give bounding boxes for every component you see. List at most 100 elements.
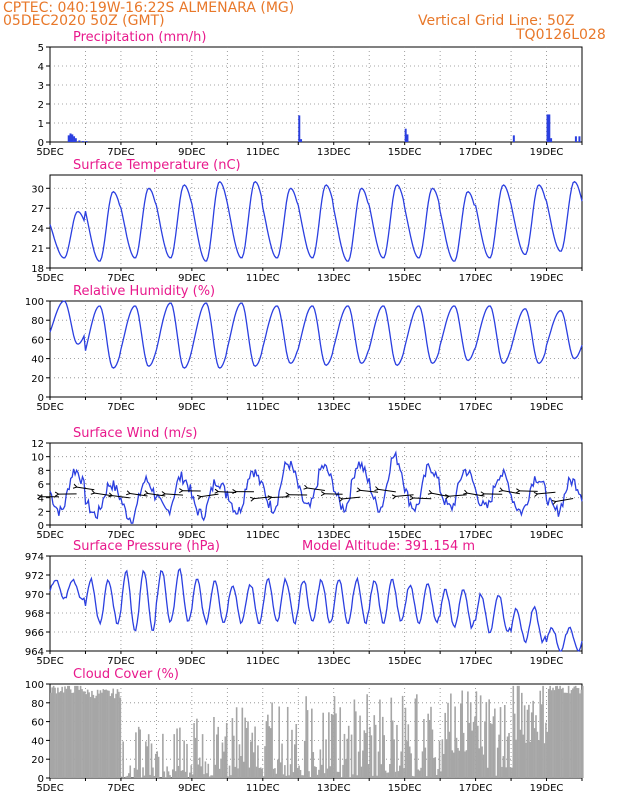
cloud-bar [245,727,248,778]
y-tick-label: 2 [38,507,44,518]
cloud-bar [179,727,181,778]
y-tick-label: 24 [31,224,44,235]
x-tick-label: 19DEC [530,783,564,794]
precip-bar [298,115,301,142]
cloud-bar [474,716,476,778]
cloud-bar [81,689,83,778]
y-tick-label: 10 [31,453,44,464]
cloud-bar [390,697,393,778]
cloud-bar [582,685,584,778]
y-tick-label: 972 [25,571,44,582]
cloud-bar [492,716,495,778]
y-tick-label: 80 [31,699,44,710]
cloud-bar [98,693,100,778]
cloud-bar [442,754,445,778]
precip-bar [78,140,81,142]
cloud-bar [122,741,124,778]
cloud-bar [210,775,212,778]
cloud-bar [197,764,200,778]
cloud-bar [224,736,227,778]
cloud-bar [146,746,149,778]
wind-arrow-head [161,491,167,497]
wind-arrow-head [303,484,309,490]
x-tick-label: 11DEC [246,656,280,667]
wind-arrow [253,496,272,500]
cloud-bar [552,687,554,778]
chart-title: Cloud Cover (%) [73,667,179,682]
y-tick-label: 0 [38,774,44,785]
cloud-bar [448,731,451,778]
cloud-bar [172,769,174,778]
cloud-bar [251,732,254,778]
x-tick-label: 5DEC [36,783,63,794]
cloud-bar [335,713,337,778]
cloud-bar [546,731,549,778]
y-tick-label: 0 [38,393,44,404]
cloud-bar [295,724,298,778]
cloud-bar [193,723,195,778]
cloud-bar [54,687,56,778]
wind-arrow-head [90,489,96,495]
precip-bar [512,135,515,142]
cloud-bar [269,728,272,778]
cloud-bar [233,735,235,778]
cloud-bar [428,719,431,778]
cloud-bar [343,733,346,778]
cloud-bar [525,742,527,778]
cloud-bar [299,769,302,778]
cloud-bar [308,771,310,778]
cloud-bar [223,751,225,778]
cloud-bar [105,689,107,778]
cloud-bar [441,739,444,778]
cloud-bar [189,772,191,778]
wind-arrow-head [533,491,539,497]
cloud-bar [228,765,231,778]
x-tick-label: 19DEC [530,147,564,158]
y-tick-label: 3 [38,81,44,92]
cloud-bar [447,702,449,778]
cloud-bar [416,694,418,778]
cloud-bar [445,739,448,778]
cloud-bar [391,720,394,778]
cloud-bar [566,692,568,778]
wind-arrow-head [126,490,131,496]
cloud-bar [95,695,97,778]
y-tick-label: 40 [31,736,44,747]
cloud-bar [557,688,560,778]
cloud-bar [573,686,576,778]
x-tick-label: 19DEC [530,402,564,413]
cloud-bar [319,749,322,778]
cloud-bar [387,772,390,778]
x-tick-label: 7DEC [107,147,134,158]
wind-arrow-head [143,490,149,496]
x-tick-label: 19DEC [530,273,564,284]
cloud-bar [235,707,238,778]
cloud-bar [362,750,364,778]
cloud-bar [529,741,532,778]
cloud-bar [289,764,292,778]
cloud-bar [85,694,88,778]
cloud-bar [261,768,263,778]
y-tick-label: 5 [38,43,44,54]
cloud-bar [79,685,82,778]
cloud-bar [65,688,68,778]
cloud-bar [574,685,577,778]
cloud-bar [69,689,72,778]
cloud-bar [455,737,458,778]
cloud-bar [499,707,502,778]
cloud-bar [190,765,193,778]
cloud-bar [404,707,407,778]
cloud-bar [116,689,119,778]
cloud-bar [469,702,472,778]
cloud-bar [149,774,151,778]
cloud-bar [55,693,58,778]
x-tick-label: 11DEC [246,402,280,413]
run-time-header: 05DEC2020 50Z (GMT) [3,13,165,29]
cloud-bar [516,685,519,778]
cloud-bar [129,765,132,778]
cloud-bar [431,729,434,778]
chart-title: Surface Temperature (nC) [73,158,241,173]
x-tick-label: 5DEC [36,402,63,413]
x-tick-label: 11DEC [246,530,280,541]
precip-bar [406,134,409,142]
